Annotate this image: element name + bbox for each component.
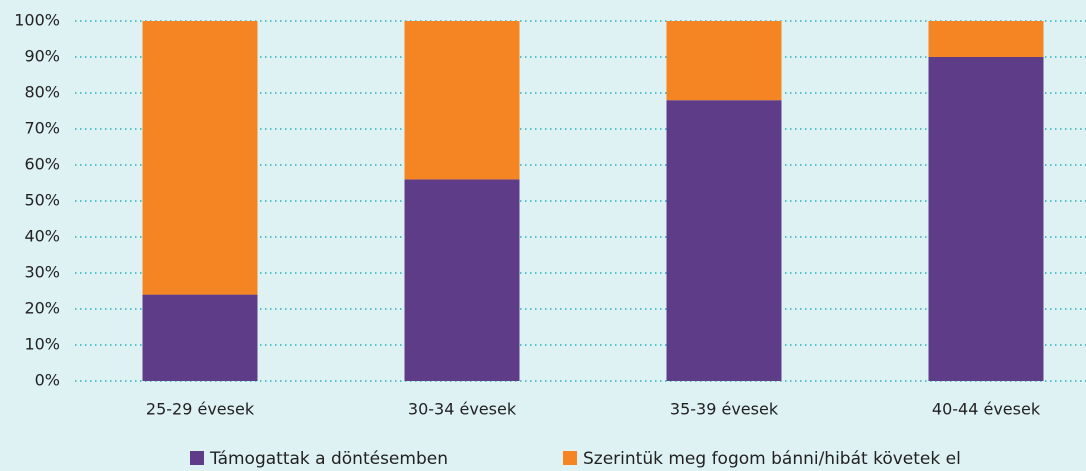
bar-segment: [666, 100, 782, 381]
bar-segment: [142, 294, 258, 381]
y-tick-label: 30%: [24, 263, 60, 282]
bar-segment: [666, 21, 782, 101]
bar-segment: [404, 21, 520, 180]
legend-swatch: [190, 451, 204, 465]
bar-segment: [142, 21, 258, 295]
x-tick-label: 25-29 évesek: [146, 400, 255, 419]
y-tick-label: 20%: [24, 299, 60, 318]
bar-segment: [404, 179, 520, 381]
y-tick-label: 50%: [24, 191, 60, 210]
y-tick-label: 40%: [24, 227, 60, 246]
bar-segment: [928, 57, 1044, 381]
y-tick-label: 80%: [24, 83, 60, 102]
x-tick-label: 30-34 évesek: [408, 400, 517, 419]
y-tick-label: 90%: [24, 47, 60, 66]
y-tick-label: 100%: [14, 11, 60, 30]
legend-label: Szerintük meg fogom bánni/hibát követek …: [583, 449, 961, 469]
bar-segment: [928, 21, 1044, 57]
x-tick-label: 40-44 évesek: [932, 400, 1041, 419]
legend-swatch: [563, 451, 577, 465]
y-tick-label: 10%: [24, 335, 60, 354]
y-tick-label: 0%: [35, 371, 60, 390]
y-tick-label: 70%: [24, 119, 60, 138]
y-tick-label: 60%: [24, 155, 60, 174]
legend-label: Támogattak a döntésemben: [209, 449, 448, 469]
x-tick-label: 35-39 évesek: [670, 400, 779, 419]
